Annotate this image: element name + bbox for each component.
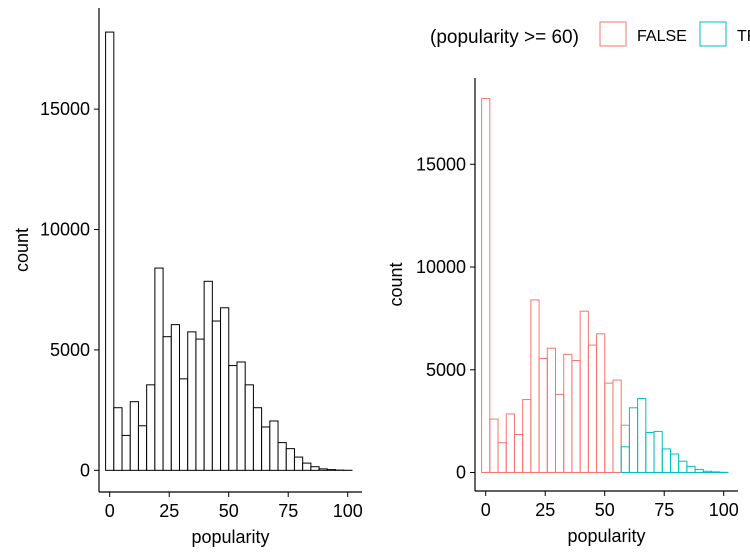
x-tick-label: 75 xyxy=(654,500,674,520)
x-ticks-right: 0 25 50 75 100 xyxy=(481,491,739,520)
histogram-bar-all xyxy=(211,320,222,471)
histogram-bar-false xyxy=(505,413,515,474)
histogram-bar-all xyxy=(121,434,131,471)
histogram-bar-all xyxy=(269,420,279,471)
y-axis-title-right: count xyxy=(386,262,406,306)
y-tick-label: 10000 xyxy=(40,220,90,240)
y-ticks-right: 0 5000 10000 15000 xyxy=(416,154,475,483)
histogram-bar-false xyxy=(513,434,524,474)
histogram-bar-false xyxy=(497,442,507,473)
legend-key-true xyxy=(699,21,727,47)
histogram-bar-all xyxy=(326,469,337,471)
x-tick-label: 0 xyxy=(105,501,115,521)
histogram-bar-all xyxy=(170,324,181,471)
histogram-bar-false xyxy=(579,310,589,474)
histogram-bar-false xyxy=(612,379,622,474)
y-tick-label: 5000 xyxy=(426,360,466,380)
histogram-bar-true xyxy=(661,448,671,474)
x-tick-label: 50 xyxy=(595,500,615,520)
histogram-bar-all xyxy=(302,462,312,471)
histogram-bar-false xyxy=(604,382,614,474)
y-tick-label: 15000 xyxy=(416,154,466,174)
histogram-bar-all xyxy=(105,31,115,471)
histogram-bar-true xyxy=(637,398,647,474)
histogram-bar-true xyxy=(653,430,663,474)
histogram-bar-all xyxy=(162,336,172,471)
legend-label-true: TRUE xyxy=(737,28,750,45)
histogram-bar-false xyxy=(522,399,532,473)
histogram-bar-all xyxy=(187,331,197,471)
histogram-bar-all xyxy=(261,426,271,471)
histogram-bar-false xyxy=(481,98,491,474)
x-tick-label: 100 xyxy=(709,500,739,520)
histogram-bar-all xyxy=(154,267,164,471)
y-tick-label: 15000 xyxy=(40,99,90,119)
legend: (popularity >= 60) FALSE TRUE xyxy=(430,21,750,48)
x-axis-title-right: popularity xyxy=(567,526,645,546)
histogram-bar-all xyxy=(179,378,189,471)
histogram-bar-all xyxy=(310,466,320,471)
histogram-bar-false xyxy=(620,424,630,474)
histogram-bar-false xyxy=(587,344,598,473)
legend-label-false: FALSE xyxy=(637,28,687,45)
histogram-bar-false xyxy=(555,393,565,474)
histogram-bar-true xyxy=(669,453,680,474)
histogram-bar-false xyxy=(563,353,573,474)
y-tick-label: 10000 xyxy=(416,257,466,277)
histogram-bar-true xyxy=(711,471,721,474)
histogram-bar-true xyxy=(620,446,630,474)
y-axis-title-left: count xyxy=(12,228,32,272)
x-tick-label: 50 xyxy=(219,501,239,521)
x-tick-label: 25 xyxy=(159,501,179,521)
histogram-bar-true xyxy=(628,407,639,473)
bars-right xyxy=(481,98,729,474)
histogram-bar-all xyxy=(318,468,328,471)
histogram-bar-all xyxy=(137,425,148,471)
histogram-bar-false xyxy=(538,357,548,474)
histogram-bar-all xyxy=(244,384,254,471)
histogram-bar-all xyxy=(195,338,205,471)
histogram-bar-true xyxy=(702,470,713,473)
y-tick-label: 5000 xyxy=(50,340,90,360)
x-tick-label: 25 xyxy=(535,500,555,520)
histogram-bar-false xyxy=(530,299,540,474)
histogram-bar-false xyxy=(596,333,606,473)
histogram-bar-true xyxy=(678,460,688,474)
histogram-bar-false xyxy=(571,360,581,473)
histogram-bar-all xyxy=(129,401,139,471)
histogram-bar-all xyxy=(203,280,213,471)
histogram-bar-all xyxy=(285,448,295,471)
x-tick-label: 100 xyxy=(333,501,363,521)
y-ticks-left: 0 5000 10000 15000 xyxy=(40,99,99,480)
x-ticks-left: 0 25 50 75 100 xyxy=(105,492,363,521)
bars-left xyxy=(105,31,353,471)
histogram-bar-false xyxy=(546,347,557,474)
histogram-bar-all xyxy=(293,456,304,471)
histogram-bar-true xyxy=(694,468,704,474)
x-tick-label: 0 xyxy=(481,500,491,520)
histogram-panel-right: 0 5000 10000 15000 0 25 50 75 100 popularity co… xyxy=(386,78,739,546)
histogram-bar-true xyxy=(645,431,655,474)
histogram-bar-false xyxy=(489,418,499,473)
legend-title: (popularity >= 60) xyxy=(430,27,579,48)
histogram-bar-true xyxy=(686,465,696,473)
y-tick-label: 0 xyxy=(456,463,466,483)
histogram-bar-all xyxy=(113,407,123,471)
y-tick-label: 0 xyxy=(80,460,90,480)
histogram-bar-all xyxy=(277,442,287,471)
histogram-panel-left: 0 5000 10000 15000 0 25 50 75 100 popularity co… xyxy=(12,8,363,547)
histogram-bar-all xyxy=(228,365,238,471)
histogram-bar-all xyxy=(220,307,230,471)
x-axis-title-left: popularity xyxy=(191,527,269,547)
histogram-bar-all xyxy=(146,384,156,471)
histogram-bar-all xyxy=(252,407,263,471)
histogram-bar-all xyxy=(236,361,246,471)
x-tick-label: 75 xyxy=(278,501,298,521)
legend-key-false xyxy=(599,21,627,47)
